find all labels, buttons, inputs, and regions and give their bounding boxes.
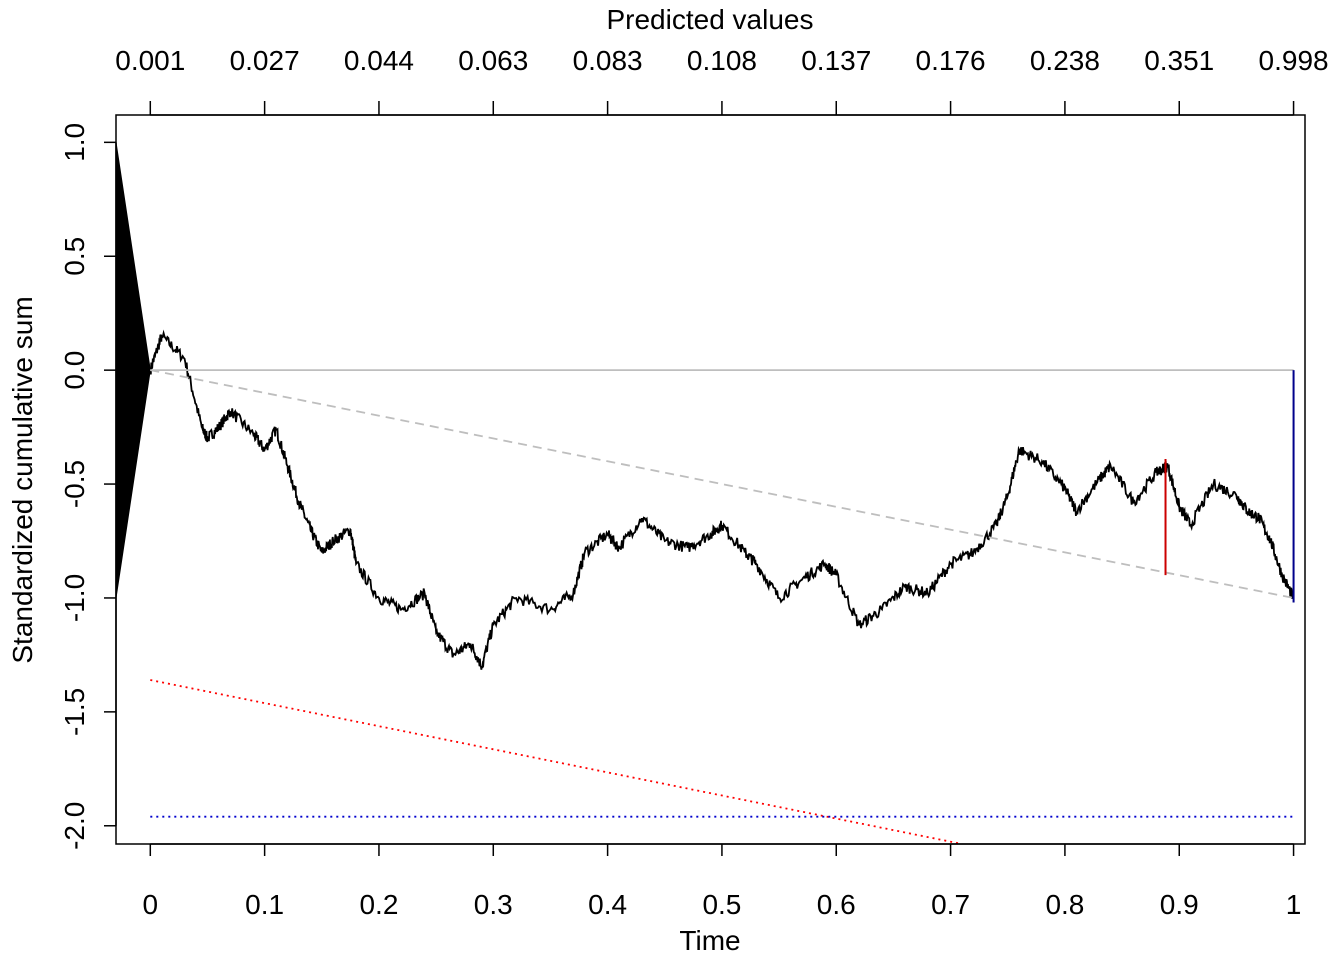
axes: 0 0.1 0.2 0.3 0.4 0.5 0.6 0.7 0.8 0.9 1 0.001 0.027 0… <box>59 45 1329 920</box>
y-tick-label: 0.5 <box>59 237 90 276</box>
top-tick-label: 0.083 <box>573 45 643 76</box>
top-tick-label: 0.238 <box>1030 45 1100 76</box>
x-tick-label: 0.1 <box>245 889 284 920</box>
top-tick-label: 0.001 <box>115 45 185 76</box>
x-axis-title: Time <box>679 925 740 956</box>
x-tick-label: 0 <box>143 889 159 920</box>
x-tick-label: 0.2 <box>359 889 398 920</box>
plot-area <box>116 142 1295 844</box>
top-tick-label: 0.137 <box>801 45 871 76</box>
y-tick-label: -1.5 <box>59 688 90 736</box>
y-tick-label: -2.0 <box>59 802 90 850</box>
x-tick-label: 1 <box>1286 889 1302 920</box>
series-cumulative-sum <box>149 329 1295 670</box>
x-tick-label: 0.6 <box>817 889 856 920</box>
top-tick-label: 0.351 <box>1144 45 1214 76</box>
series-red-bound <box>150 679 963 844</box>
x-tick-label: 0.4 <box>588 889 627 920</box>
top-tick-label: 0.998 <box>1259 45 1329 76</box>
y-axis-title: Standardized cumulative sum <box>7 296 38 663</box>
x-tick-label: 0.9 <box>1160 889 1199 920</box>
top-axis-title: Predicted values <box>606 4 813 35</box>
left-wedge <box>116 142 151 599</box>
x-tick-label: 0.5 <box>702 889 741 920</box>
top-tick-label: 0.176 <box>916 45 986 76</box>
y-tick-label: 0.0 <box>59 351 90 390</box>
y-tick-label: -1.0 <box>59 574 90 622</box>
top-tick-label: 0.027 <box>230 45 300 76</box>
x-tick-label: 0.3 <box>474 889 513 920</box>
top-tick-label: 0.108 <box>687 45 757 76</box>
top-tick-label: 0.044 <box>344 45 414 76</box>
x-tick-label: 0.8 <box>1045 889 1084 920</box>
y-tick-label: 1.0 <box>59 123 90 162</box>
x-tick-label: 0.7 <box>931 889 970 920</box>
y-tick-label: -0.5 <box>59 460 90 508</box>
top-tick-label: 0.063 <box>458 45 528 76</box>
